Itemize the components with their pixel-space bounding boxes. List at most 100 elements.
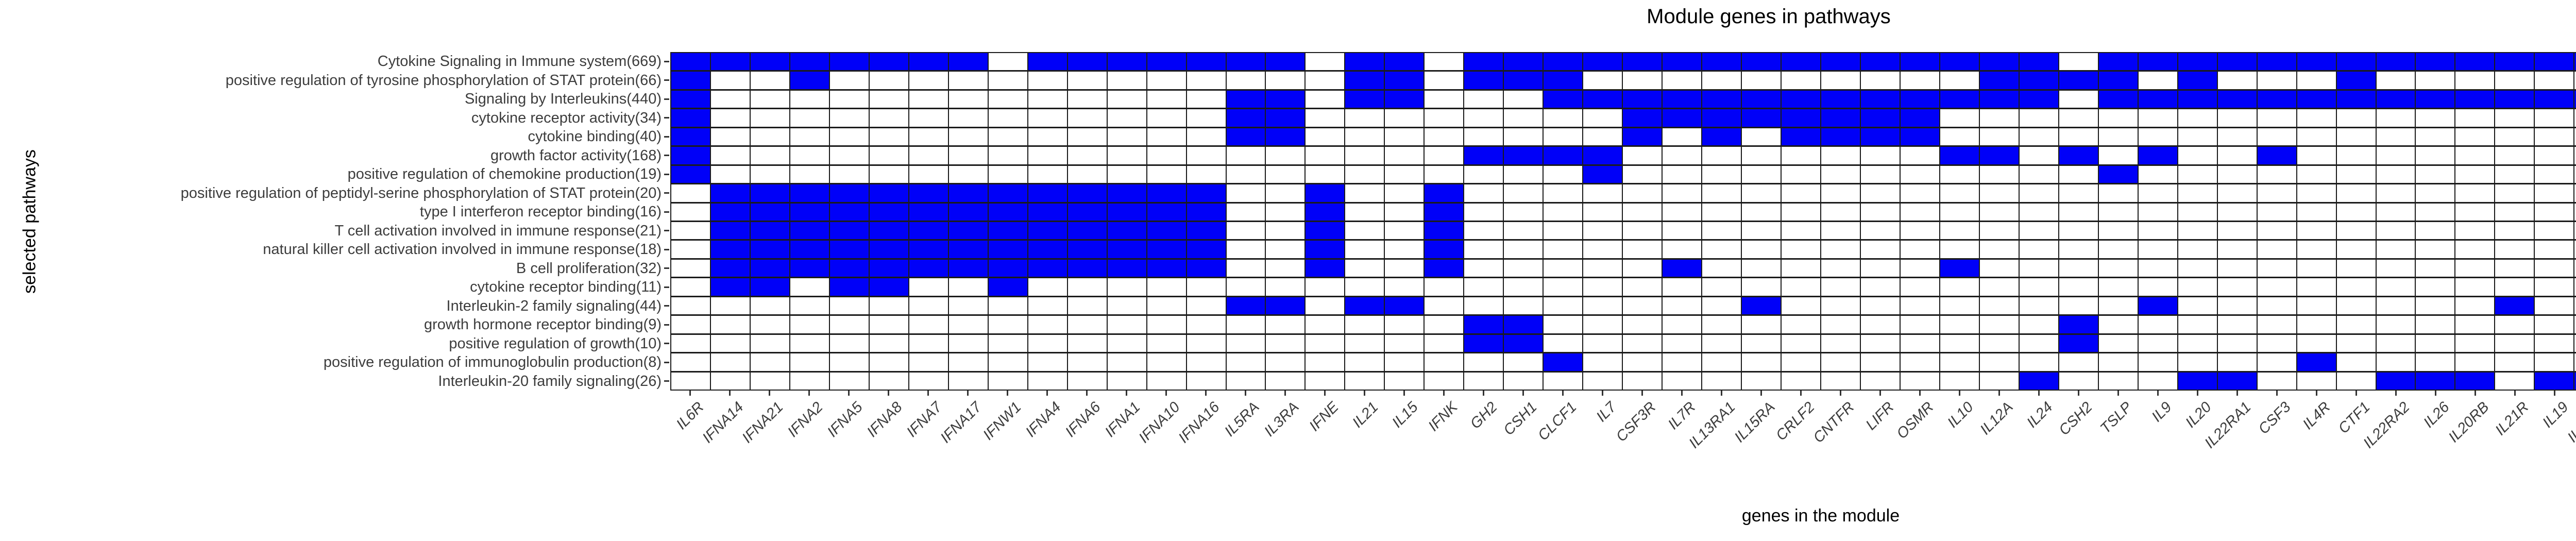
heatmap-cell	[1583, 53, 1622, 71]
heatmap-cell	[790, 184, 829, 202]
heatmap-cell	[829, 165, 869, 183]
heatmap-cell	[2098, 316, 2138, 333]
heatmap-cell	[988, 53, 1027, 71]
heatmap-cell	[2019, 222, 2058, 240]
heatmap-cell	[1623, 128, 1662, 146]
heatmap-cell	[2336, 147, 2376, 164]
y-tick-label: positive regulation of chemokine product…	[347, 166, 662, 183]
heatmap-cell	[909, 353, 948, 371]
x-tick-label: IL7R	[1665, 399, 1699, 433]
heatmap-cell	[1147, 203, 1186, 221]
heatmap-cell	[2574, 259, 2576, 277]
heatmap-cell	[2535, 353, 2574, 371]
heatmap-cell	[2574, 184, 2576, 202]
heatmap-cell	[1504, 128, 1543, 146]
x-tick-label: IFNW1	[979, 399, 1025, 444]
x-tick-label: IL7	[1592, 399, 1620, 426]
heatmap-cell	[1900, 203, 1939, 221]
heatmap-cell	[2376, 184, 2415, 202]
heatmap-cell	[1464, 184, 1503, 202]
x-tick	[927, 391, 929, 396]
heatmap-cell	[2019, 147, 2058, 164]
heatmap-cell	[948, 165, 988, 183]
heatmap-cell	[2495, 109, 2534, 127]
heatmap-cell	[1940, 184, 1979, 202]
heatmap-cell	[1067, 278, 1107, 296]
heatmap-cell	[1940, 222, 1979, 240]
heatmap-cell	[2535, 165, 2574, 183]
heatmap-cell	[988, 184, 1027, 202]
heatmap-cell	[948, 278, 988, 296]
heatmap-cell	[750, 297, 789, 315]
y-tick-label: growth hormone receptor binding(9)	[423, 316, 662, 333]
heatmap-cell	[829, 184, 869, 202]
heatmap-cell	[1583, 147, 1622, 164]
heatmap-cell	[1385, 90, 1424, 108]
heatmap-cell	[2138, 334, 2177, 352]
heatmap-cell	[988, 147, 1027, 164]
heatmap-cell	[2336, 241, 2376, 258]
heatmap-cell	[1940, 334, 1979, 352]
heatmap-cell	[1306, 372, 1345, 390]
heatmap-cell	[1028, 297, 1067, 315]
heatmap-cell	[1504, 353, 1543, 371]
heatmap-cell	[1028, 353, 1067, 371]
heatmap-cell	[1979, 147, 2019, 164]
heatmap-cell	[1900, 222, 1939, 240]
heatmap-cell	[1583, 72, 1622, 89]
heatmap-cell	[1702, 203, 1741, 221]
heatmap-cell	[2138, 72, 2177, 89]
heatmap-cell	[1345, 259, 1384, 277]
heatmap-cell	[1385, 334, 1424, 352]
heatmap-cell	[2257, 259, 2296, 277]
heatmap-cell	[1306, 147, 1345, 164]
heatmap-cell	[1979, 128, 2019, 146]
heatmap-cell	[750, 203, 789, 221]
heatmap-cell	[1900, 297, 1939, 315]
x-tick-label: IFNA8	[863, 399, 906, 441]
heatmap-cell	[2297, 353, 2336, 371]
heatmap-cell	[1782, 372, 1820, 390]
heatmap-cell	[1187, 334, 1226, 352]
heatmap-cell	[1583, 222, 1622, 240]
heatmap-cell	[2178, 297, 2217, 315]
heatmap-cell	[790, 222, 829, 240]
heatmap-cell	[671, 372, 710, 390]
heatmap-cell	[1266, 53, 1305, 71]
heatmap-cell	[790, 128, 829, 146]
heatmap-cell	[1345, 147, 1384, 164]
x-tick	[1840, 391, 1841, 396]
heatmap-cell	[1067, 184, 1107, 202]
heatmap-cell	[1940, 372, 1979, 390]
heatmap-cell	[1623, 90, 1662, 108]
heatmap-cell	[988, 165, 1027, 183]
heatmap-cell	[2336, 316, 2376, 333]
chart-title: Module genes in pathways	[1647, 5, 1891, 28]
heatmap-cell	[2336, 203, 2376, 221]
heatmap-cell	[1266, 72, 1305, 89]
heatmap-cell	[2098, 203, 2138, 221]
heatmap-cell	[1979, 297, 2019, 315]
heatmap-cell	[1067, 297, 1107, 315]
x-tick	[1007, 391, 1008, 396]
heatmap-cell	[2178, 53, 2217, 71]
heatmap-cell	[2098, 128, 2138, 146]
heatmap-cell	[1782, 203, 1820, 221]
heatmap-cell	[1583, 203, 1622, 221]
heatmap-cell	[1979, 259, 2019, 277]
heatmap-cell	[1028, 334, 1067, 352]
heatmap-cell	[2376, 165, 2415, 183]
heatmap-cell	[1860, 241, 1900, 258]
heatmap-cell	[2138, 372, 2177, 390]
heatmap-cell	[1385, 184, 1424, 202]
y-tick	[664, 211, 669, 213]
heatmap-cell	[869, 278, 908, 296]
heatmap-cell	[1345, 278, 1384, 296]
y-tick-label: cytokine receptor binding(11)	[470, 279, 662, 296]
heatmap-cell	[2495, 184, 2534, 202]
heatmap-cell	[869, 297, 908, 315]
heatmap-cell	[750, 241, 789, 258]
heatmap-cell	[829, 334, 869, 352]
heatmap-cell	[2217, 222, 2257, 240]
heatmap-cell	[1544, 203, 1583, 221]
